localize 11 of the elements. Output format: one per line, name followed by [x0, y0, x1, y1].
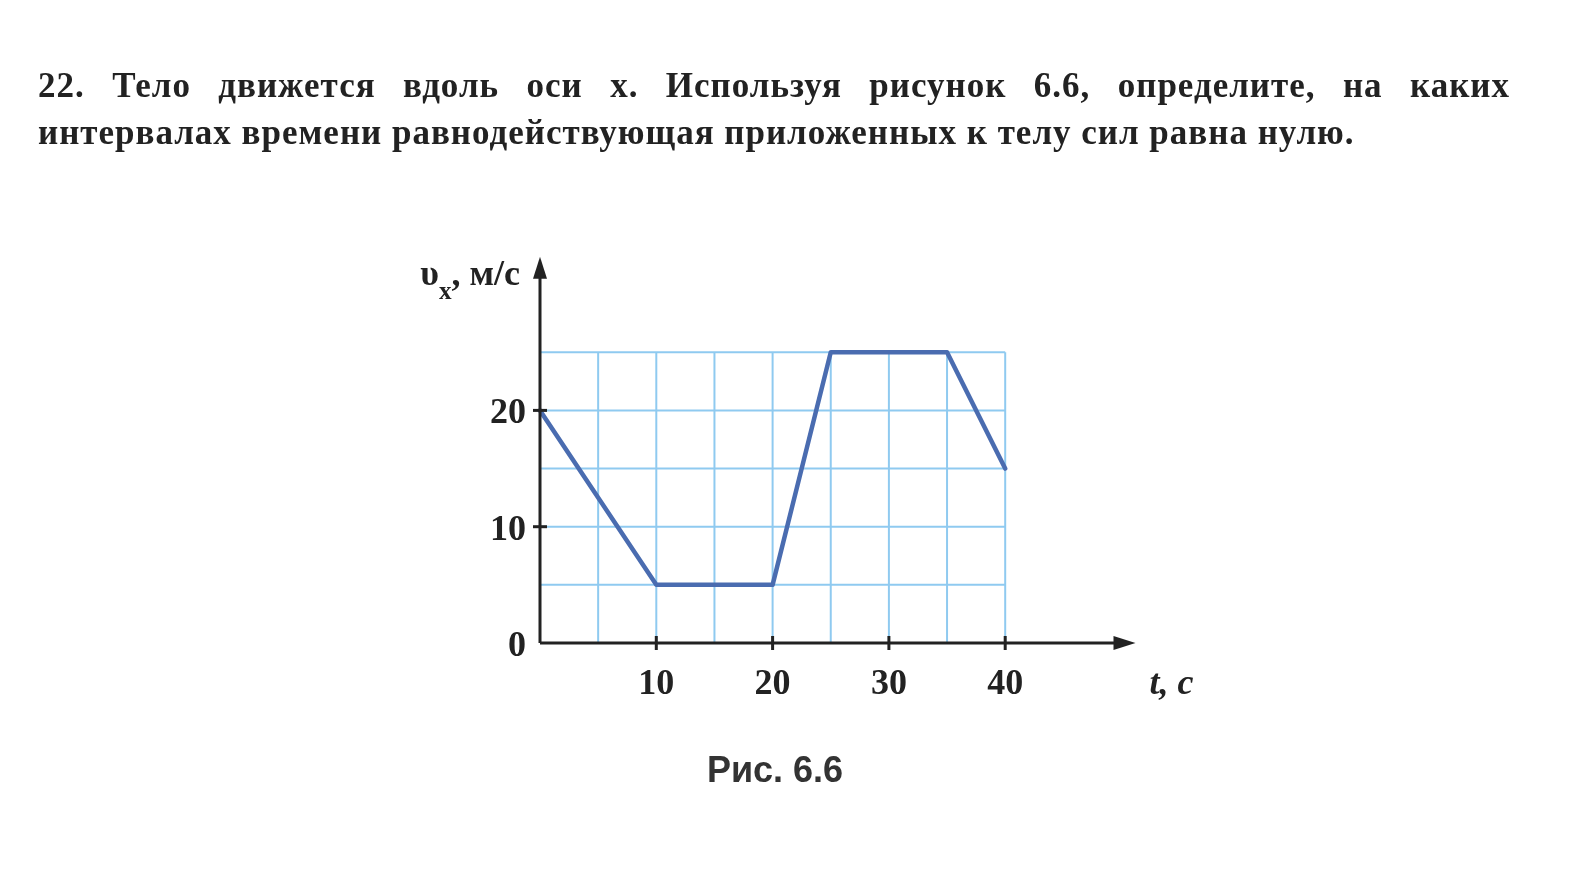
text: Рис. 6.6 [706, 749, 844, 790]
y-axis-title: υ$_{x}$, м/с [420, 252, 521, 304]
x-tick-label: 30 [870, 662, 907, 702]
y-tick-label: 10 [490, 507, 526, 548]
x-tick-label: 40 [987, 662, 1024, 702]
y-tick-label: 0 [508, 624, 526, 664]
x-tick-label: 20 [754, 662, 791, 702]
y-tick-label: 20 [490, 391, 526, 432]
x-tick-label: 10 [638, 662, 675, 702]
x-axis-title: t, с [1149, 662, 1194, 702]
chart-title: 22. Тело движется вдоль оси x. Используя рисунок 6.6, определите, на каких интервалах времени равнодействующая приложенных к телу сил равна нулю. [38, 65, 1510, 154]
